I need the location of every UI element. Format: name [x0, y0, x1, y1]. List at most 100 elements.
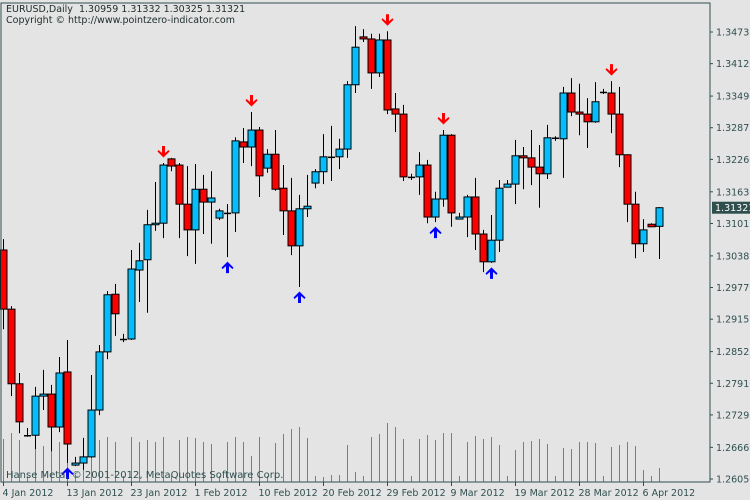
current-price-label: 1.31321	[715, 203, 750, 214]
arrow-up-icon	[485, 267, 498, 279]
price-tick-label: 1.31630	[716, 187, 750, 198]
candle	[311, 169, 320, 189]
candle	[623, 154, 632, 223]
candle	[519, 147, 528, 190]
candle-body	[391, 108, 400, 115]
candle-body	[191, 188, 200, 231]
arrow-down-icon	[437, 113, 450, 125]
candle-body	[63, 371, 72, 445]
time-tick-label: 20 Feb 2012	[323, 488, 382, 499]
candle	[600, 88, 607, 95]
candle	[479, 229, 488, 273]
candle-body	[311, 171, 320, 184]
time-tick-label: 19 Mar 2012	[515, 488, 575, 499]
candle-body	[279, 187, 288, 212]
candle-body	[287, 210, 296, 247]
price-tick-label: 1.31015	[716, 219, 750, 230]
price-tick-label: 1.30385	[716, 251, 750, 262]
candle	[423, 159, 432, 224]
candle	[191, 164, 200, 264]
chart-frame	[0, 2, 711, 483]
candle-body	[359, 36, 368, 40]
candle	[415, 152, 424, 195]
candle	[239, 127, 248, 163]
candle-body	[159, 164, 168, 224]
candle-body	[303, 205, 312, 210]
candle	[607, 81, 616, 134]
price-tick-label: 1.34120	[716, 59, 750, 70]
candle-body	[143, 224, 152, 261]
candle	[271, 130, 280, 191]
price-axis[interactable]: 1.34735 1.34120 1.33490 1.32875 1.32260 1.316…	[710, 28, 750, 486]
time-tick-label: 10 Feb 2012	[259, 488, 318, 499]
arrow-down-icon	[381, 14, 394, 26]
symbol-period: EURUSD,Daily	[6, 4, 73, 15]
candle	[527, 130, 536, 186]
candle	[552, 136, 559, 141]
candle-body	[383, 39, 392, 111]
candle-body	[135, 260, 144, 271]
price-tick-label: 1.26665	[716, 443, 750, 454]
candle-body	[319, 156, 328, 173]
candle-body	[583, 113, 592, 123]
candle	[215, 208, 224, 221]
candle-body	[591, 101, 600, 123]
candle	[591, 82, 600, 123]
price-tick-label: 1.32875	[716, 123, 750, 134]
candle	[583, 98, 592, 149]
candle-body	[471, 196, 480, 235]
candle	[375, 33, 384, 78]
candle	[39, 369, 48, 411]
candle	[575, 83, 584, 136]
candle	[15, 372, 24, 434]
candle-body	[71, 462, 80, 466]
price-tick-label: 1.33490	[716, 92, 750, 103]
candle	[79, 437, 88, 470]
time-axis[interactable]: 4 Jan 2012 13 Jan 2012 23 Jan 2012 1 Feb 20…	[3, 482, 696, 499]
candle	[367, 33, 376, 89]
candle-body	[111, 293, 120, 315]
indicator-copyright: Copyright © http://www.pointzero-indicat…	[6, 15, 235, 26]
candle-body	[87, 409, 96, 458]
candle-body	[263, 153, 272, 169]
candle	[159, 162, 168, 239]
candle	[631, 191, 640, 259]
candle-body	[647, 223, 656, 228]
candle	[127, 249, 136, 341]
terminal-copyright: Hanse Meta, © 2001-2012, MetaQuotes Soft…	[6, 470, 283, 481]
candle	[328, 125, 335, 181]
volume-layer	[3, 423, 660, 482]
candle	[103, 291, 112, 360]
candles-layer	[0, 26, 664, 470]
candle	[120, 333, 127, 343]
candle	[7, 306, 16, 397]
candle-body	[183, 203, 192, 231]
candle-body	[103, 294, 112, 353]
time-tick-label: 13 Jan 2012	[67, 488, 124, 499]
candle	[55, 357, 64, 433]
arrow-up-icon	[429, 226, 442, 239]
candle	[255, 126, 264, 197]
candle	[295, 194, 304, 288]
time-tick-label: 23 Jan 2012	[131, 488, 188, 499]
candle-body	[95, 351, 104, 411]
arrow-up-icon	[293, 291, 306, 304]
candle	[287, 177, 296, 256]
candle	[351, 26, 360, 93]
candle	[487, 214, 496, 263]
current-price-marker	[712, 201, 750, 214]
candle-body	[127, 268, 136, 340]
chart-header: EURUSD,Daily 1.30959 1.31332 1.30325 1.3…	[6, 4, 245, 15]
candle-body	[463, 196, 472, 218]
candle-body	[655, 207, 664, 227]
candle	[655, 207, 664, 259]
candle-body	[15, 383, 24, 423]
candle	[463, 194, 472, 238]
candle-body	[335, 148, 344, 158]
candle-body	[439, 134, 448, 200]
candle-body	[519, 155, 528, 159]
candle	[495, 179, 504, 253]
candle	[199, 174, 208, 235]
arrow-up-icon	[221, 261, 234, 274]
